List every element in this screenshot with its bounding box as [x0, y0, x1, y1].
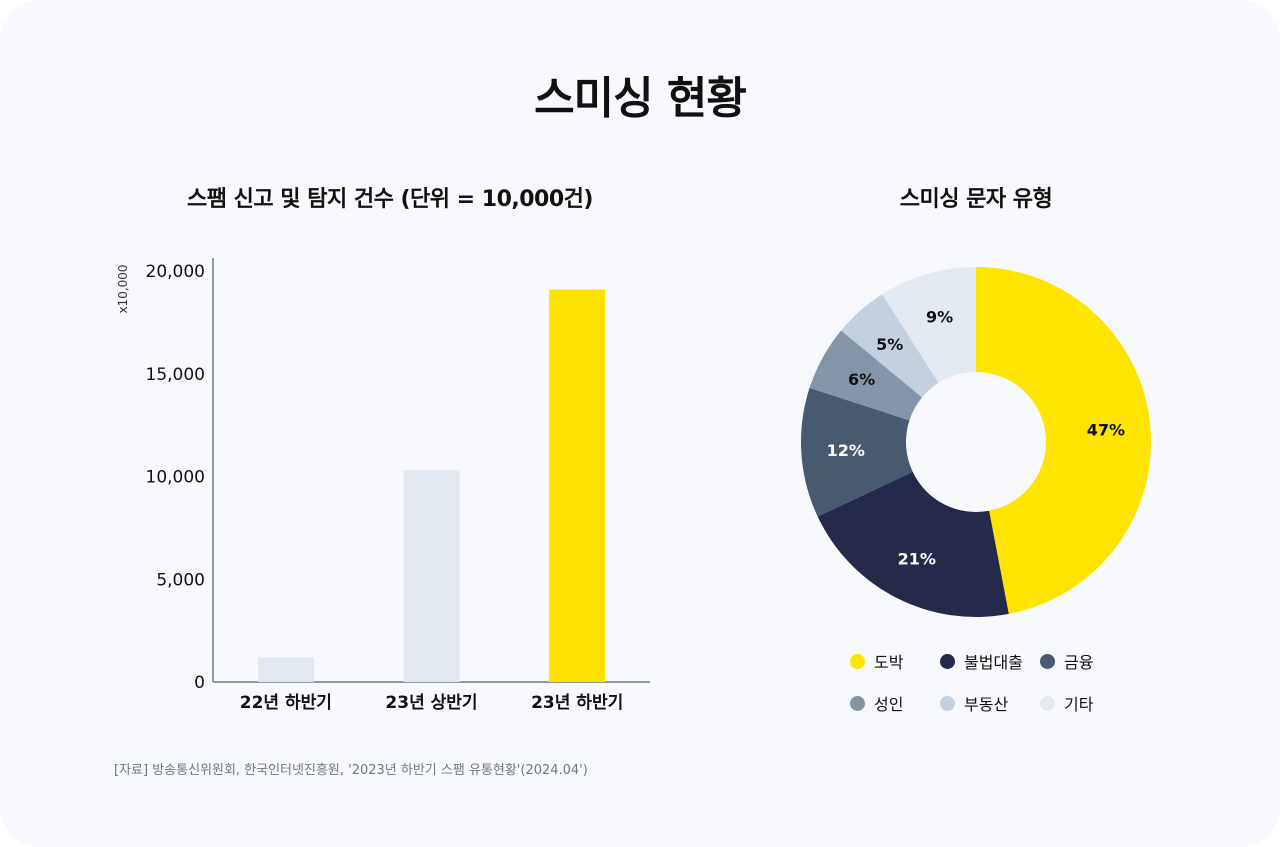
source-note: [자료] 방송통신위원회, 한국인터넷진흥원, '2023년 하반기 스팸 유통… [114, 763, 588, 778]
x-category-label: 23년 상반기 [385, 693, 477, 713]
legend-item: 부동산 [940, 692, 1040, 714]
donut-slice-4 [809, 330, 923, 421]
slice-value-label: 6% [848, 370, 875, 389]
legend-label: 부동산 [964, 695, 1009, 714]
legend-swatch [940, 653, 955, 669]
y-tick-label: 20,000 [146, 262, 205, 282]
x-category-label: 23년 하반기 [531, 693, 623, 713]
y-tick-label: 5,000 [156, 570, 205, 590]
donut-slice-6 [882, 267, 976, 383]
legend-swatch [1040, 653, 1055, 669]
y-unit-label: x10,000 [116, 264, 130, 313]
bar-chart-title: 스팸 신고 및 탐지 건수 (단위 = 10,000건) [187, 187, 593, 212]
legend-label: 도박 [874, 653, 904, 672]
legend-item: 성인 [850, 692, 940, 714]
slice-value-label: 47% [1087, 421, 1125, 440]
donut-slice-3 [801, 387, 913, 517]
donut-slice-5 [841, 294, 939, 398]
legend-item: 금융 [1040, 650, 1130, 672]
y-tick-label: 15,000 [146, 365, 205, 385]
x-category-label: 22년 하반기 [240, 693, 332, 713]
legend-swatch [850, 653, 865, 669]
y-tick-label: 10,000 [146, 468, 205, 488]
legend-label: 기타 [1064, 695, 1094, 714]
legend-swatch [850, 695, 865, 711]
page-title: 스미싱 현황 [534, 73, 747, 124]
slice-value-label: 5% [876, 335, 903, 354]
slice-value-label: 12% [827, 441, 865, 460]
bar-1 [257, 657, 314, 682]
legend-item: 도박 [850, 650, 940, 672]
slice-value-label: 9% [926, 308, 953, 327]
y-tick-label: 0 [194, 673, 205, 693]
legend-item: 불법대출 [940, 650, 1040, 672]
donut-slice-1 [976, 267, 1152, 614]
bar-2 [403, 470, 460, 682]
legend-item: 기타 [1040, 692, 1130, 714]
legend-label: 금융 [1064, 653, 1094, 672]
legend-label: 성인 [874, 695, 904, 714]
bar-3 [549, 289, 606, 682]
legend-swatch [940, 695, 955, 711]
slice-value-label: 21% [898, 549, 936, 568]
donut-slice-2 [817, 471, 1009, 617]
legend-swatch [1040, 695, 1055, 711]
pie-chart-title: 스미싱 문자 유형 [899, 187, 1053, 212]
legend-label: 불법대출 [964, 653, 1023, 672]
